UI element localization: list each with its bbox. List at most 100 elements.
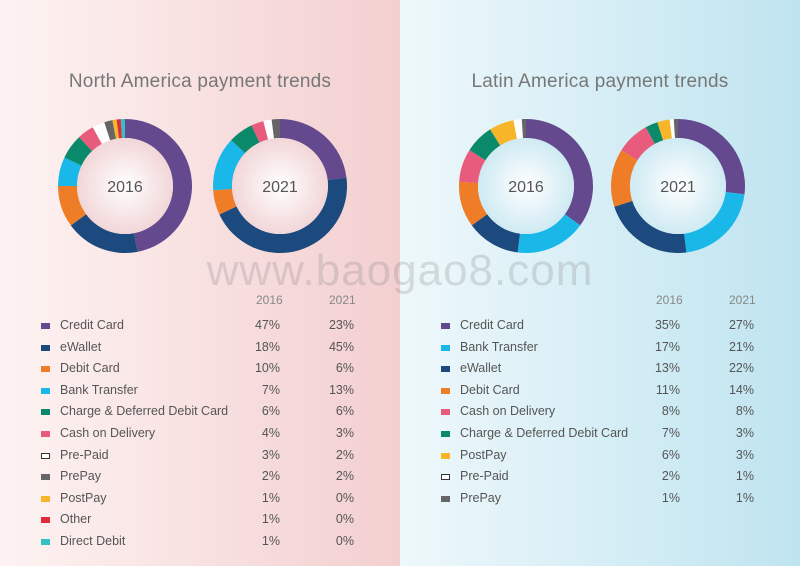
na-value-2016: 4% <box>261 426 280 440</box>
la-value-2016: 7% <box>661 426 680 440</box>
na-2016-slice-4 <box>64 137 93 166</box>
watermark: www.baogao8.com <box>206 246 594 295</box>
la-legend-label: Pre-Paid <box>460 469 509 484</box>
na-legend-label: eWallet <box>60 339 102 354</box>
la-legend-label: Cash on Delivery <box>460 404 556 419</box>
la-2016-donut-hole <box>478 138 574 234</box>
la-2016-slice-0 <box>526 119 593 226</box>
na-value-2021: 3% <box>335 426 354 440</box>
na-legend-row: Direct Debit 1% 0% <box>0 534 400 554</box>
la-legend-row: Cash on Delivery 8% 8% <box>400 404 800 424</box>
na-2021-slice-6 <box>263 119 274 140</box>
la-legend-swatch <box>441 409 450 416</box>
la-legend-swatch <box>441 323 450 329</box>
na-legend-swatch <box>41 409 50 416</box>
la-legend-row: PrePay 1% 1% <box>400 491 800 511</box>
na-2016-donut-hole <box>77 138 173 234</box>
na-2021-slice-7 <box>271 119 280 139</box>
la-2016-slice-2 <box>471 214 520 253</box>
la-legend-label: Bank Transfer <box>460 339 538 354</box>
la-legend-label: Charge & Deferred Debit Card <box>460 426 629 440</box>
la-value-2021: 27% <box>728 318 754 332</box>
la-legend-row: Bank Transfer 17% 21% <box>400 340 800 360</box>
na-value-2021: 45% <box>328 339 354 354</box>
la-2016-slice-1 <box>517 214 581 253</box>
la-column-header-2021: 2021 <box>729 293 756 307</box>
na-legend-label: PrePay <box>60 469 101 484</box>
na-value-2021: 6% <box>335 404 354 419</box>
na-donut-2021: 2021 <box>213 119 347 253</box>
na-legend-row: PostPay 1% 0% <box>0 491 400 511</box>
la-legend-swatch <box>441 495 450 502</box>
la-2021-slice-6 <box>657 119 672 141</box>
na-2021-slice-1 <box>219 177 347 253</box>
la-legend-swatch <box>441 387 450 394</box>
la-2021-slice-3 <box>611 150 638 207</box>
na-legend-swatch <box>41 387 50 394</box>
na-legend-row: PrePay 2% 2% <box>0 469 400 489</box>
la-2021-slice-5 <box>645 122 664 144</box>
la-value-2021: 8% <box>735 404 754 419</box>
la-value-2021: 3% <box>735 426 754 440</box>
la-2016-slice-6 <box>490 120 518 146</box>
na-legend-row: Cash on Delivery 4% 3% <box>0 426 400 446</box>
la-2021-year-label: 2021 <box>660 179 696 196</box>
la-2021-slice-8 <box>673 119 678 139</box>
la-value-2021: 14% <box>728 382 754 397</box>
latin-america-panel: Latin America payment trends 2016 2021 2016… <box>400 0 800 566</box>
na-2016-slice-7 <box>104 120 117 141</box>
la-value-2021: 22% <box>728 361 754 376</box>
la-chart-title: Latin America payment trends <box>471 71 729 92</box>
na-legend-swatch <box>41 474 50 481</box>
na-legend-row: Other 1% 0% <box>0 512 400 532</box>
la-legend-label: PostPay <box>460 447 507 462</box>
na-2016-slice-1 <box>70 214 138 253</box>
la-value-2021: 3% <box>735 447 754 462</box>
la-2021-slice-1 <box>684 192 745 253</box>
la-2016-slice-4 <box>459 150 486 183</box>
na-legend-row: eWallet 18% 45% <box>0 340 400 360</box>
na-value-2021: 2% <box>335 447 354 462</box>
na-2016-year-label: 2016 <box>107 179 143 196</box>
la-value-2016: 11% <box>655 382 680 397</box>
na-2016-slice-5 <box>79 127 102 152</box>
la-legend-swatch <box>441 452 450 459</box>
na-legend-label: Credit Card <box>60 318 124 332</box>
la-value-2016: 35% <box>654 318 680 332</box>
na-2016-slice-2 <box>58 186 87 226</box>
na-2021-slice-4 <box>231 125 260 154</box>
na-2016-slice-8 <box>112 119 119 139</box>
na-value-2021: 23% <box>328 318 354 332</box>
north-america-panel: North America payment trends 2016 2021 2016… <box>0 0 400 566</box>
na-legend-swatch <box>41 452 50 459</box>
na-value-2021: 0% <box>335 512 354 527</box>
la-2021-slice-7 <box>669 119 675 139</box>
la-legend-row: PostPay 6% 3% <box>400 448 800 468</box>
la-legend-swatch <box>441 344 450 351</box>
na-2021-slice-0 <box>280 119 347 180</box>
na-chart-title: North America payment trends <box>68 71 332 92</box>
la-2016-slice-7 <box>513 119 523 139</box>
na-column-header-2016: 2016 <box>256 293 283 307</box>
la-2021-slice-4 <box>621 127 655 161</box>
na-2021-donut-hole <box>232 138 328 234</box>
la-legend-row: Credit Card 35% 27% <box>400 318 800 338</box>
na-2016-slice-9 <box>116 119 122 139</box>
la-2016-year-label: 2016 <box>508 179 544 196</box>
na-column-header-2021: 2021 <box>329 293 356 307</box>
na-legend-row: Bank Transfer 7% 13% <box>0 383 400 403</box>
la-legend-swatch <box>441 474 450 481</box>
na-value-2021: 2% <box>335 469 354 484</box>
na-value-2016: 10% <box>254 361 280 376</box>
na-legend-swatch <box>41 323 50 329</box>
na-legend-label: Bank Transfer <box>60 382 138 397</box>
na-value-2016: 18% <box>254 339 280 354</box>
la-legend-row: Charge & Deferred Debit Card 7% 3% <box>400 426 800 446</box>
na-2021-slice-3 <box>213 140 246 191</box>
na-value-2016: 1% <box>261 534 280 548</box>
na-value-2016: 7% <box>261 382 280 397</box>
la-2021-donut-hole <box>630 138 726 234</box>
la-value-2016: 17% <box>654 339 680 354</box>
na-2016-slice-3 <box>58 157 82 186</box>
na-legend-label: Charge & Deferred Debit Card <box>60 404 229 419</box>
